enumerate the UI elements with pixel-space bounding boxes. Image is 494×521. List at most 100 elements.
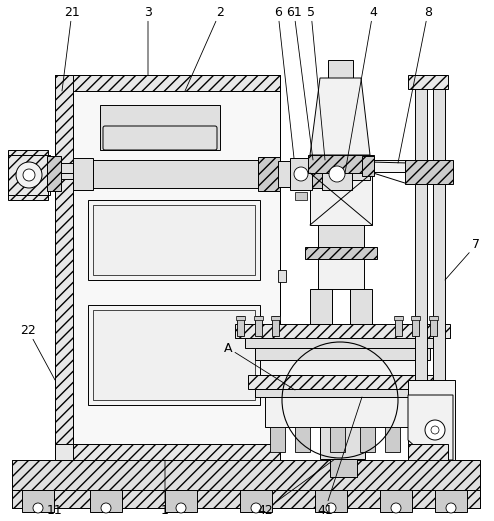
Bar [237, 316, 244, 336]
Bar [415, 75, 427, 460]
Text: 41: 41 [317, 397, 362, 516]
Circle shape [326, 503, 336, 513]
Bar [88, 200, 260, 280]
Circle shape [431, 426, 439, 434]
Bar [55, 75, 73, 460]
Bar [245, 338, 440, 348]
Bar [412, 316, 419, 336]
Text: 21: 21 [62, 6, 80, 91]
Bar [73, 91, 280, 444]
Bar [8, 155, 50, 195]
Text: 5: 5 [307, 6, 325, 160]
Bar [330, 459, 357, 477]
Bar [295, 427, 310, 452]
Circle shape [101, 503, 111, 513]
Circle shape [329, 166, 345, 182]
Text: 2: 2 [185, 6, 224, 91]
Bar [55, 75, 280, 91]
Circle shape [294, 167, 308, 181]
Bar [255, 389, 425, 397]
Bar [408, 444, 448, 460]
Bar [93, 205, 255, 275]
Text: 11: 11 [47, 500, 63, 516]
Bar [165, 490, 197, 512]
Circle shape [23, 169, 35, 181]
Bar [265, 397, 420, 427]
Bar [278, 161, 290, 187]
Bar [47, 156, 61, 191]
Bar [93, 310, 255, 400]
Bar [272, 316, 279, 336]
Bar [8, 150, 48, 200]
Bar [255, 316, 262, 336]
Circle shape [176, 503, 186, 513]
Bar [433, 75, 445, 460]
Bar [22, 490, 54, 512]
Bar [12, 490, 480, 508]
Bar [328, 60, 353, 78]
Text: 6: 6 [274, 6, 294, 158]
Bar [55, 75, 280, 460]
Bar [248, 375, 433, 389]
Bar [278, 270, 286, 282]
Bar [254, 316, 263, 320]
Bar [260, 360, 425, 375]
Polygon shape [408, 395, 453, 460]
Bar [48, 173, 280, 179]
Bar [320, 427, 365, 459]
Bar [100, 105, 220, 150]
Bar [312, 160, 322, 188]
Circle shape [391, 503, 401, 513]
Bar [430, 316, 437, 336]
Bar [315, 490, 347, 512]
Bar [330, 427, 345, 452]
Bar [73, 158, 93, 190]
Polygon shape [310, 78, 370, 155]
Text: 61: 61 [286, 6, 313, 160]
Bar [12, 460, 480, 490]
Bar [435, 490, 467, 512]
Text: 42: 42 [257, 459, 335, 516]
Bar [411, 316, 420, 320]
Circle shape [446, 503, 456, 513]
Bar [290, 158, 312, 190]
Bar [350, 289, 372, 324]
Text: 22: 22 [20, 324, 55, 380]
Bar [48, 163, 280, 173]
Bar [308, 155, 374, 173]
Bar [310, 289, 332, 324]
Circle shape [425, 420, 445, 440]
Bar [271, 316, 280, 320]
Bar [55, 444, 280, 460]
Bar [318, 225, 364, 247]
Text: A: A [224, 341, 295, 390]
Text: 3: 3 [144, 6, 152, 75]
Bar [408, 75, 448, 89]
Text: 8: 8 [398, 6, 432, 163]
Bar [235, 324, 450, 338]
Bar [305, 247, 377, 259]
Bar [385, 427, 400, 452]
Bar [258, 157, 280, 191]
Bar [405, 160, 453, 184]
Bar [236, 316, 245, 320]
Bar [318, 259, 364, 289]
Text: 7: 7 [445, 239, 480, 280]
Bar [352, 168, 370, 180]
Bar [290, 164, 345, 184]
Bar [370, 160, 408, 172]
Bar [90, 490, 122, 512]
Circle shape [16, 162, 42, 188]
Bar [322, 158, 352, 190]
Polygon shape [55, 430, 73, 460]
Text: 4: 4 [345, 6, 377, 173]
FancyBboxPatch shape [103, 126, 217, 150]
Bar [360, 427, 375, 452]
Bar [295, 192, 307, 200]
Bar [429, 316, 438, 320]
Polygon shape [408, 380, 455, 460]
Circle shape [251, 503, 261, 513]
Bar [240, 490, 272, 512]
Bar [362, 156, 374, 176]
Bar [310, 173, 372, 225]
